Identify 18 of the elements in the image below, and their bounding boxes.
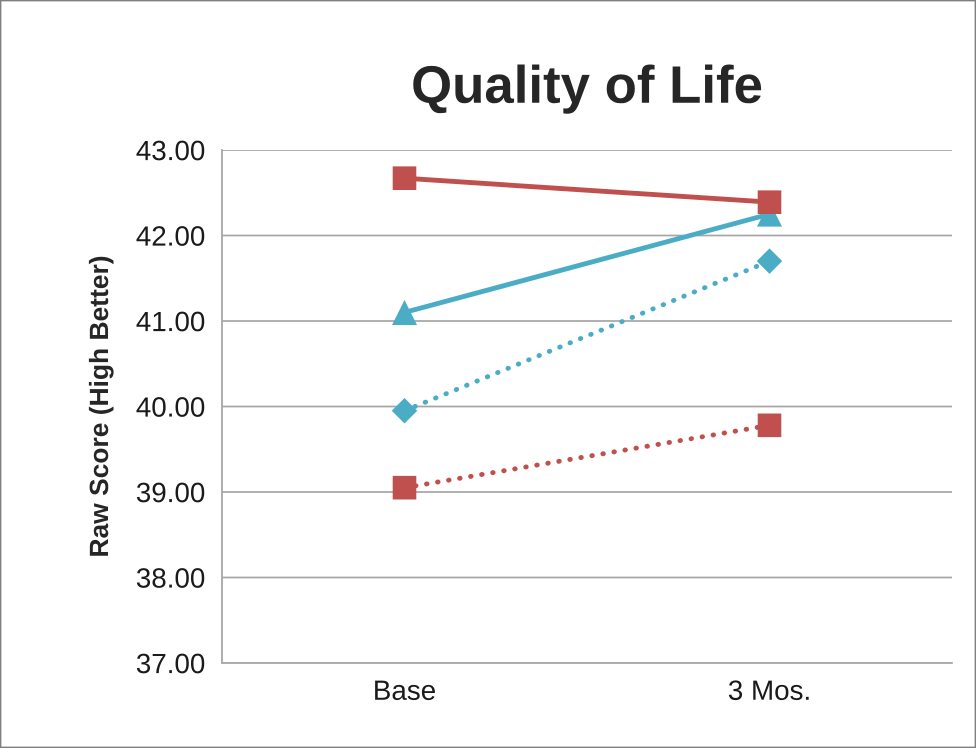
y-tick-label: 39.00: [136, 482, 204, 502]
point: [392, 166, 416, 190]
point: [756, 248, 782, 274]
chart-title: Quality of Life: [413, 64, 762, 114]
x-tick-label: 3 Mos.: [728, 680, 809, 700]
y-tick-label: 38.00: [136, 568, 204, 588]
y-tick-label: 43.00: [136, 140, 204, 160]
y-tick-label: 41.00: [136, 312, 204, 332]
point: [392, 300, 417, 325]
y-axis-title: Raw Score (High Better): [88, 256, 114, 556]
point: [758, 414, 782, 438]
x-tick-label: Base: [375, 680, 435, 700]
y-tick-label: 40.00: [136, 397, 204, 417]
y-tick-label: 42.00: [136, 226, 204, 246]
y-tick-label: 37.00: [136, 654, 204, 674]
point: [758, 190, 782, 214]
point: [392, 476, 416, 500]
point: [392, 398, 418, 424]
